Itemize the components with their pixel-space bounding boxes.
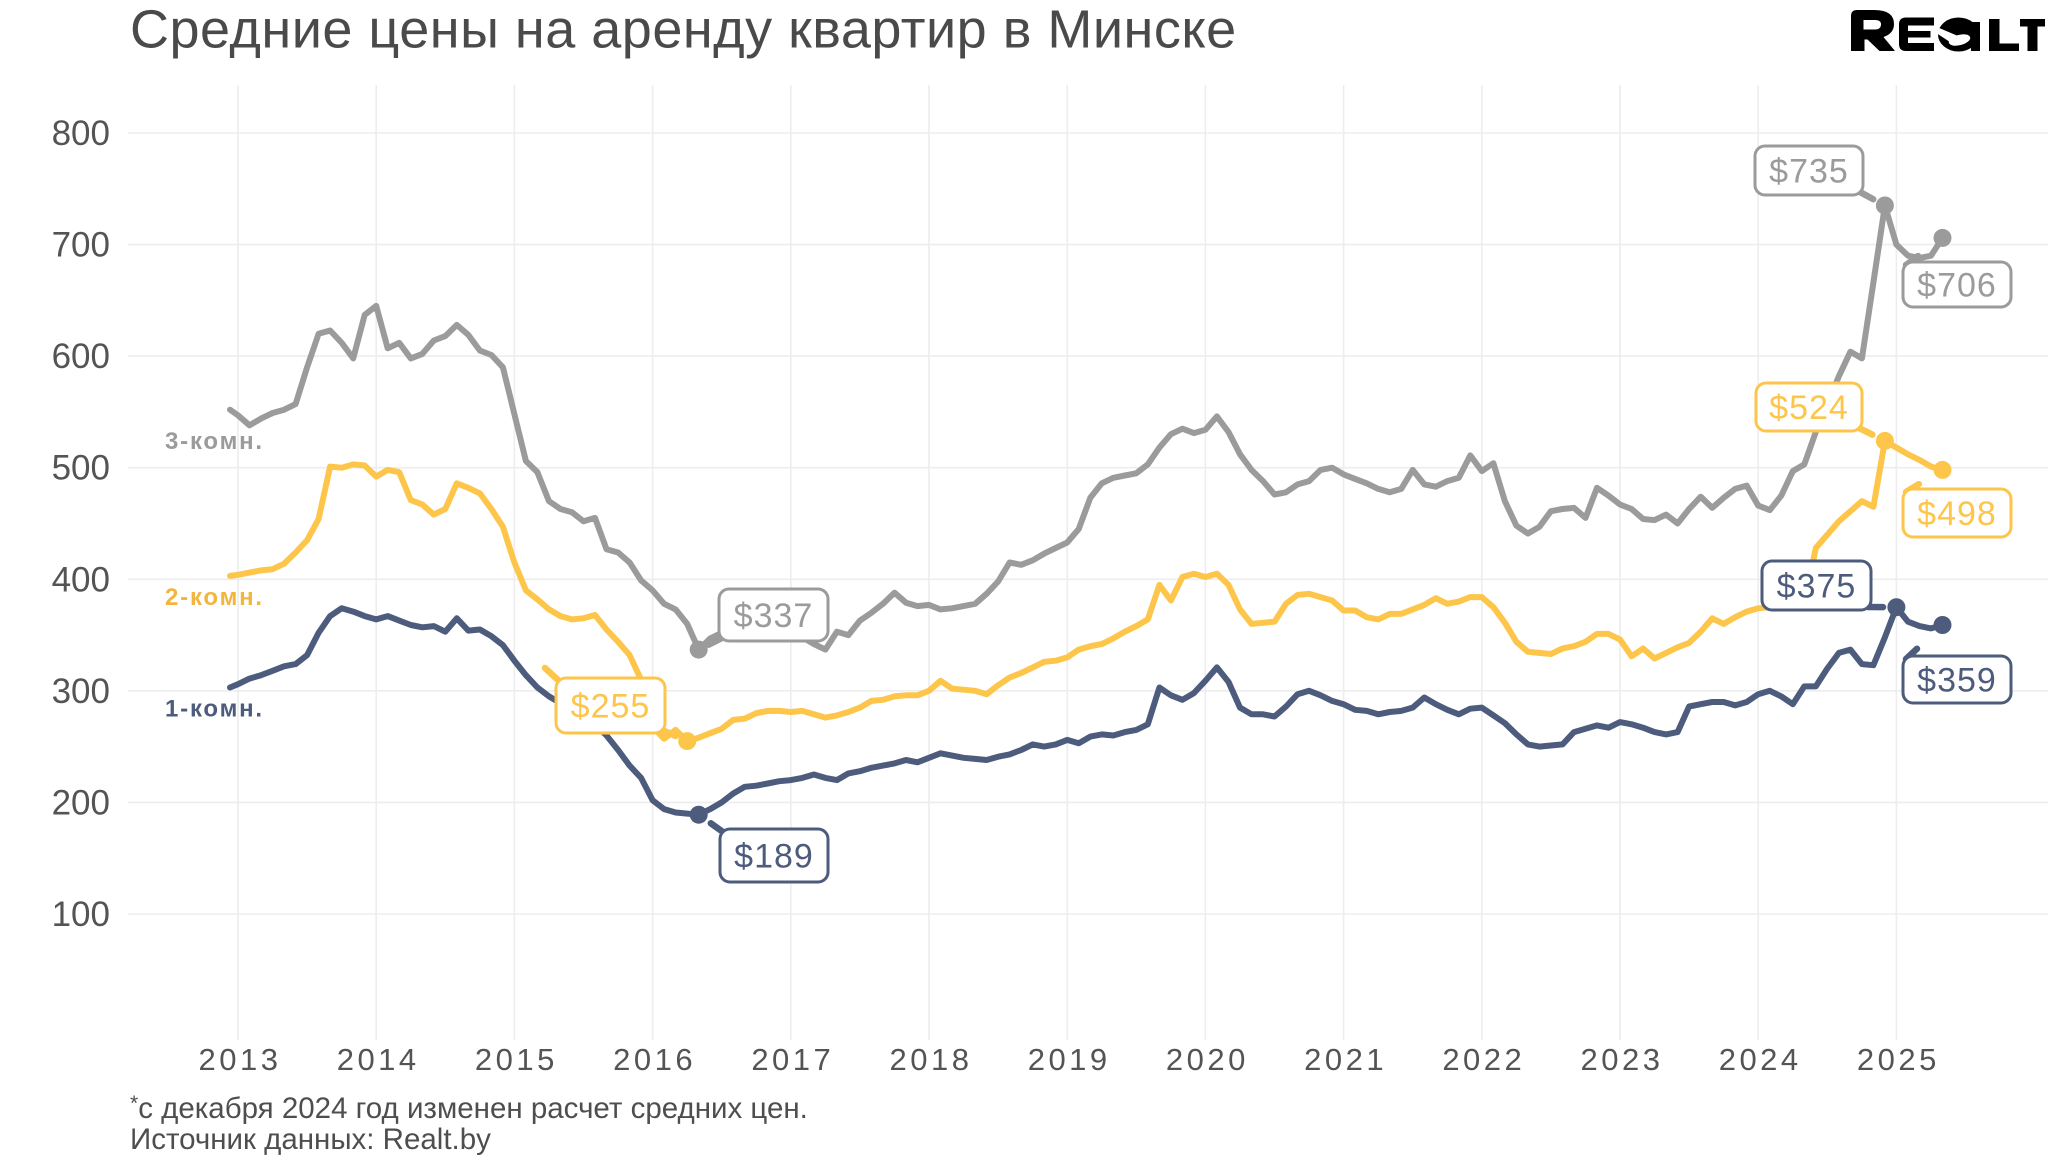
svg-text:100: 100 [52, 895, 110, 934]
svg-text:600: 600 [52, 337, 110, 376]
svg-text:*с декабря 2024 год изменен ра: *с декабря 2024 год изменен расчет средн… [130, 1092, 808, 1125]
svg-text:2021: 2021 [1304, 1042, 1387, 1077]
svg-text:800: 800 [52, 114, 110, 153]
svg-text:$524: $524 [1769, 389, 1849, 427]
svg-text:$498: $498 [1917, 495, 1997, 533]
svg-text:2018: 2018 [890, 1042, 973, 1077]
svg-text:500: 500 [52, 449, 110, 488]
svg-text:$189: $189 [734, 838, 814, 876]
svg-text:2014: 2014 [337, 1042, 420, 1077]
svg-text:2017: 2017 [751, 1042, 834, 1077]
svg-text:$255: $255 [571, 688, 651, 726]
svg-text:1-комн.: 1-комн. [165, 696, 264, 723]
svg-text:400: 400 [52, 560, 110, 599]
svg-text:2025: 2025 [1857, 1042, 1940, 1077]
svg-text:Средние цены на аренду квартир: Средние цены на аренду квартир в Минске [130, 0, 1237, 60]
svg-text:$375: $375 [1777, 568, 1857, 606]
svg-text:2024: 2024 [1719, 1042, 1802, 1077]
svg-text:2019: 2019 [1028, 1042, 1111, 1077]
svg-text:200: 200 [52, 783, 110, 822]
svg-text:$735: $735 [1769, 153, 1849, 191]
svg-text:300: 300 [52, 672, 110, 711]
svg-text:2015: 2015 [475, 1042, 558, 1077]
svg-text:2016: 2016 [613, 1042, 696, 1077]
svg-text:700: 700 [52, 226, 110, 265]
svg-text:2023: 2023 [1581, 1042, 1664, 1077]
svg-text:$359: $359 [1917, 662, 1997, 700]
svg-text:2-комн.: 2-комн. [165, 584, 264, 611]
svg-text:3-комн.: 3-комн. [165, 428, 264, 455]
svg-text:2020: 2020 [1166, 1042, 1249, 1077]
svg-text:$706: $706 [1917, 267, 1997, 305]
svg-text:$337: $337 [734, 597, 814, 635]
svg-text:2013: 2013 [199, 1042, 282, 1077]
svg-text:2022: 2022 [1442, 1042, 1525, 1077]
svg-text:Источник данных: Realt.by: Источник данных: Realt.by [130, 1123, 491, 1156]
